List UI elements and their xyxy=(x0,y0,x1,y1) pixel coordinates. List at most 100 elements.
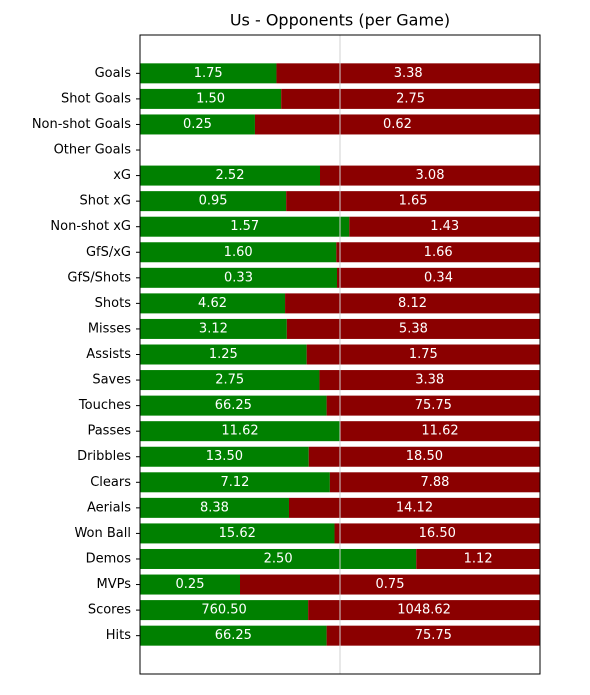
value-label: 0.62 xyxy=(383,117,412,132)
y-tick-label: Won Ball xyxy=(74,526,131,541)
value-label: 2.50 xyxy=(264,551,293,566)
y-tick-label: Clears xyxy=(90,475,131,490)
bar-opponents xyxy=(286,318,540,339)
value-label: 1.66 xyxy=(424,245,453,260)
value-label: 14.12 xyxy=(396,500,433,515)
value-label: 0.34 xyxy=(424,270,453,285)
value-label: 760.50 xyxy=(201,603,247,618)
y-tick-label: Demos xyxy=(86,551,132,566)
value-label: 1048.62 xyxy=(397,603,451,618)
bar-opponents xyxy=(286,191,540,212)
bar-opponents xyxy=(276,63,540,84)
value-label: 0.95 xyxy=(199,194,228,209)
bar-us xyxy=(140,574,240,595)
value-label: 5.38 xyxy=(399,321,428,336)
y-tick-label: Hits xyxy=(106,628,131,643)
bar-us xyxy=(140,63,277,84)
y-tick-label: Non-shot xG xyxy=(50,219,131,234)
bar-opponents xyxy=(334,523,540,544)
y-tick-label: Shots xyxy=(95,296,132,311)
value-label: 1.65 xyxy=(399,194,428,209)
bar-opponents xyxy=(306,344,540,365)
bar-us xyxy=(140,370,320,391)
y-tick-label: Touches xyxy=(78,398,131,413)
y-tick-label: Misses xyxy=(88,321,131,336)
y-tick-label: GfS/Shots xyxy=(67,270,131,285)
value-label: 1.25 xyxy=(209,347,238,362)
bar-opponents xyxy=(336,242,540,263)
y-tick-label: MVPs xyxy=(97,577,132,592)
bar-us xyxy=(140,191,287,212)
y-tick-label: Aerials xyxy=(87,500,131,515)
y-tick-label: Other Goals xyxy=(54,143,132,158)
bar-us xyxy=(140,497,289,518)
bar-us xyxy=(140,242,337,263)
bar-us xyxy=(140,267,338,288)
value-label: 13.50 xyxy=(206,449,243,464)
value-label: 18.50 xyxy=(406,449,443,464)
y-tick-label: Goals xyxy=(95,66,132,81)
y-tick-label: Scores xyxy=(88,603,131,618)
value-label: 1.43 xyxy=(430,219,459,234)
value-label: 8.38 xyxy=(200,500,229,515)
y-tick-label: Shot xG xyxy=(80,194,131,209)
y-tick-label: Saves xyxy=(92,373,131,388)
value-label: 4.62 xyxy=(198,296,227,311)
bar-us xyxy=(140,88,282,109)
value-label: 3.12 xyxy=(199,321,228,336)
bar-opponents xyxy=(340,421,540,442)
value-label: 1.50 xyxy=(196,91,225,106)
bar-us xyxy=(140,344,307,365)
value-label: 1.12 xyxy=(464,551,493,566)
bar-opponents xyxy=(326,395,540,416)
bar-opponents xyxy=(288,497,540,518)
y-tick-label: Passes xyxy=(87,424,131,439)
bar-opponents xyxy=(285,293,540,314)
bar-opponents xyxy=(254,114,540,135)
bar-opponents xyxy=(281,88,540,109)
value-label: 66.25 xyxy=(215,398,252,413)
plot-frame xyxy=(139,34,541,675)
bar-us xyxy=(140,446,309,467)
value-label: 7.88 xyxy=(420,475,449,490)
bar-us xyxy=(140,114,255,135)
bar-opponents xyxy=(416,548,540,569)
y-tick-label: GfS/xG xyxy=(86,245,131,260)
chart-title: Us - Opponents (per Game) xyxy=(230,11,450,30)
value-label: 11.62 xyxy=(421,424,458,439)
value-label: 11.62 xyxy=(221,424,258,439)
y-tick-label: Non-shot Goals xyxy=(32,117,131,132)
value-label: 0.25 xyxy=(176,577,205,592)
value-label: 8.12 xyxy=(398,296,427,311)
y-tick-label: Shot Goals xyxy=(61,91,131,106)
bar-us xyxy=(140,548,417,569)
bar-us xyxy=(140,600,309,621)
value-label: 1.60 xyxy=(224,245,253,260)
bar-opponents xyxy=(337,267,540,288)
value-label: 15.62 xyxy=(219,526,256,541)
value-label: 2.52 xyxy=(216,168,245,183)
value-label: 66.25 xyxy=(215,628,252,643)
bar-us xyxy=(140,523,335,544)
bar-opponents xyxy=(319,370,540,391)
bar-us xyxy=(140,318,287,339)
value-label: 2.75 xyxy=(215,373,244,388)
value-label: 3.38 xyxy=(415,373,444,388)
bar-us xyxy=(140,165,320,186)
value-label: 1.57 xyxy=(230,219,259,234)
y-tick-label: Assists xyxy=(86,347,131,362)
y-tick-label: xG xyxy=(113,168,131,183)
value-label: 75.75 xyxy=(415,398,452,413)
value-label: 0.33 xyxy=(224,270,253,285)
value-label: 7.12 xyxy=(220,475,249,490)
value-label: 75.75 xyxy=(415,628,452,643)
bar-us xyxy=(140,472,330,493)
bar-opponents xyxy=(308,600,540,621)
bar-us xyxy=(140,395,327,416)
value-label: 0.75 xyxy=(376,577,405,592)
value-label: 3.08 xyxy=(416,168,445,183)
value-label: 16.50 xyxy=(419,526,456,541)
bar-opponents xyxy=(308,446,540,467)
bar-us xyxy=(140,421,340,442)
